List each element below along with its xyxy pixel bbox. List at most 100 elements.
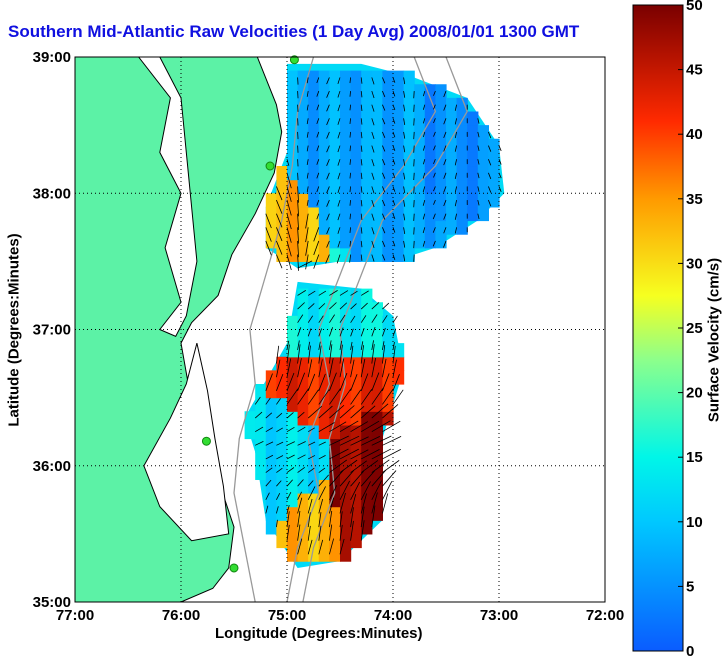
velocity-cell bbox=[329, 111, 341, 126]
velocity-cell bbox=[276, 520, 288, 535]
velocity-cell bbox=[477, 138, 489, 153]
velocity-arrow bbox=[265, 412, 273, 419]
velocity-cell bbox=[446, 193, 458, 208]
velocity-cell bbox=[340, 384, 352, 399]
velocity-cell bbox=[287, 138, 299, 153]
velocity-arrow bbox=[286, 240, 292, 257]
radar-station-2 bbox=[201, 436, 211, 446]
velocity-arrow bbox=[454, 118, 457, 125]
velocity-cell bbox=[414, 111, 426, 126]
map-title: Southern Mid-Atlantic Raw Velocities (1 … bbox=[8, 22, 580, 41]
velocity-cell bbox=[329, 547, 341, 562]
velocity-cell bbox=[393, 125, 405, 140]
velocity-cell bbox=[382, 411, 394, 426]
velocity-arrow bbox=[297, 524, 301, 541]
velocity-arrow bbox=[297, 327, 302, 337]
velocity-cell bbox=[297, 479, 309, 494]
velocity-arrow bbox=[297, 254, 299, 271]
velocity-arrow bbox=[306, 145, 309, 152]
velocity-arrow bbox=[349, 227, 351, 233]
velocity-arrow bbox=[318, 525, 322, 541]
velocity-arrow bbox=[477, 118, 480, 124]
velocity-cell bbox=[329, 438, 341, 453]
velocity-arrow bbox=[360, 91, 363, 98]
velocity-arrow bbox=[276, 345, 280, 364]
velocity-cell bbox=[255, 424, 267, 440]
velocity-arrow bbox=[360, 373, 369, 391]
velocity-cell bbox=[403, 234, 415, 249]
velocity-arrow bbox=[403, 77, 406, 85]
velocity-arrow bbox=[360, 481, 371, 500]
velocity-cell bbox=[287, 70, 299, 85]
velocity-cell bbox=[308, 111, 320, 126]
velocity-cell bbox=[340, 97, 352, 113]
velocity-cell bbox=[318, 465, 330, 480]
velocity-arrow bbox=[297, 466, 306, 473]
velocity-arrow bbox=[488, 172, 492, 180]
colorbar-tick-label: 10 bbox=[686, 514, 703, 531]
velocity-arrow bbox=[318, 486, 326, 500]
velocity-cell bbox=[371, 493, 383, 508]
velocity-arrow bbox=[265, 213, 272, 229]
velocity-arrow bbox=[477, 145, 480, 151]
velocity-cell bbox=[435, 84, 447, 99]
velocity-cell bbox=[371, 206, 383, 222]
velocity-cell bbox=[276, 397, 288, 412]
velocity-arrow bbox=[306, 159, 309, 166]
velocity-cell bbox=[276, 179, 288, 194]
velocity-cell bbox=[361, 493, 373, 508]
velocity-cell bbox=[361, 288, 373, 303]
velocity-arrow bbox=[305, 213, 309, 229]
velocity-arrow bbox=[477, 172, 480, 179]
velocity-arrow bbox=[307, 467, 315, 473]
velocity-arrow bbox=[382, 436, 402, 446]
velocity-cell bbox=[340, 302, 352, 317]
velocity-arrow bbox=[454, 145, 457, 152]
velocity-arrow bbox=[382, 449, 401, 460]
velocity-cell bbox=[340, 329, 352, 344]
velocity-cell bbox=[350, 533, 362, 549]
velocity-cell bbox=[287, 166, 299, 181]
velocity-cell bbox=[382, 315, 394, 331]
velocity-arrow bbox=[422, 227, 426, 234]
velocity-arrow bbox=[254, 426, 264, 433]
velocity-cell bbox=[265, 520, 277, 535]
velocity-arrow bbox=[337, 90, 341, 98]
velocity-arrow bbox=[339, 314, 346, 323]
velocity-arrow bbox=[403, 240, 406, 248]
velocity-cell bbox=[350, 302, 362, 317]
velocity-cell bbox=[297, 493, 309, 508]
velocity-arrow bbox=[392, 374, 400, 391]
y-tick-labels: 39:00 38:00 37:00 36:00 35:00 bbox=[33, 49, 71, 611]
y-tick-label: 38:00 bbox=[33, 185, 71, 202]
velocity-cell bbox=[414, 220, 426, 235]
velocity-cell bbox=[318, 166, 330, 181]
velocity-cell bbox=[424, 125, 436, 140]
velocity-cell bbox=[371, 179, 383, 194]
velocity-cell bbox=[287, 179, 299, 194]
velocity-cell bbox=[371, 138, 383, 153]
velocity-cell bbox=[350, 84, 362, 99]
velocity-arrow bbox=[382, 186, 386, 193]
colorbar-tick-label: 30 bbox=[686, 255, 703, 272]
velocity-arrow bbox=[382, 404, 399, 419]
velocity-arrow bbox=[286, 524, 290, 541]
velocity-arrow bbox=[443, 172, 447, 179]
velocity-arrow bbox=[276, 359, 281, 378]
velocity-arrow bbox=[392, 213, 396, 220]
velocity-arrow bbox=[349, 254, 351, 263]
velocity-cell bbox=[287, 111, 299, 126]
velocity-cell bbox=[297, 152, 309, 167]
velocity-cell bbox=[382, 329, 394, 344]
velocity-arrow bbox=[422, 172, 426, 179]
velocity-cell bbox=[329, 315, 341, 331]
velocity-cell bbox=[297, 384, 309, 399]
velocity-arrow bbox=[276, 240, 283, 255]
velocity-arrow bbox=[307, 315, 314, 323]
velocity-arrow bbox=[276, 227, 283, 242]
velocity-cell bbox=[318, 288, 330, 303]
velocity-arrow bbox=[433, 118, 436, 124]
velocity-arrow bbox=[306, 131, 309, 138]
velocity-cell bbox=[350, 179, 362, 194]
velocity-cell bbox=[361, 424, 373, 440]
